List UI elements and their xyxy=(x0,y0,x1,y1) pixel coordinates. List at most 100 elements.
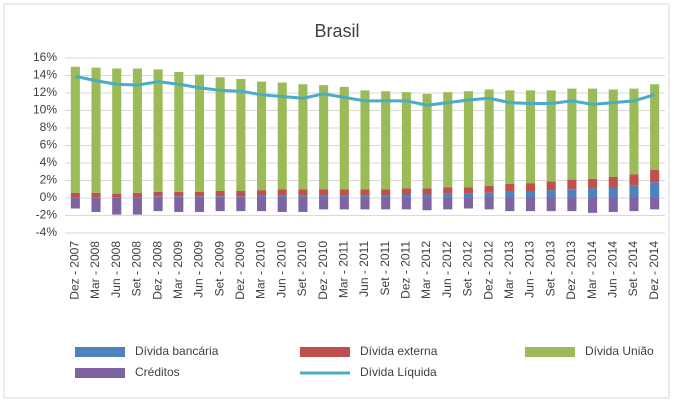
bar xyxy=(298,198,308,212)
legend-label: Créditos xyxy=(135,365,180,379)
bar xyxy=(505,184,515,192)
bar xyxy=(174,72,184,192)
bar xyxy=(567,179,577,190)
x-tick-label: Mar - 2010 xyxy=(254,241,268,299)
bar xyxy=(588,198,598,213)
y-tick-label: 16% xyxy=(33,50,57,64)
bar xyxy=(443,198,453,210)
bar xyxy=(236,196,246,198)
bar xyxy=(546,190,556,198)
bar xyxy=(319,195,329,198)
bar xyxy=(298,84,308,190)
x-tick-label: Set - 2008 xyxy=(130,241,144,297)
bar xyxy=(443,193,453,198)
bar xyxy=(153,69,163,192)
legend-label: Dívida Líquida xyxy=(360,365,437,379)
bar xyxy=(650,198,660,210)
y-tick-label: 0% xyxy=(40,190,58,204)
bar xyxy=(463,193,473,198)
bar xyxy=(215,198,225,212)
bar xyxy=(484,89,494,186)
legend-label: Dívida externa xyxy=(360,344,438,358)
x-tick-label: Jun - 2012 xyxy=(440,241,454,298)
bar xyxy=(91,197,101,198)
bar xyxy=(525,183,536,191)
bar xyxy=(298,195,308,198)
bar xyxy=(112,197,122,198)
bar xyxy=(525,198,536,212)
legend-swatch xyxy=(300,347,350,357)
bar xyxy=(215,77,225,191)
bar xyxy=(629,88,639,175)
y-tick-label: -2% xyxy=(36,208,58,222)
bar xyxy=(360,189,370,196)
legend-label: Dívida União xyxy=(585,344,654,358)
bar xyxy=(505,198,515,212)
legend-swatch xyxy=(75,347,125,357)
bar xyxy=(588,88,598,179)
bar xyxy=(650,182,660,198)
bar xyxy=(339,195,349,198)
bar xyxy=(650,170,660,183)
bar xyxy=(567,88,577,180)
bar xyxy=(277,189,287,196)
bar xyxy=(422,198,432,211)
x-tick-label: Mar - 2011 xyxy=(336,241,350,298)
bar xyxy=(236,191,246,197)
bar xyxy=(401,188,411,195)
bar xyxy=(112,68,122,194)
x-tick-label: Dez - 2011 xyxy=(399,241,413,299)
x-tick-label: Mar - 2012 xyxy=(419,241,433,299)
legend-label: Dívida bancária xyxy=(135,344,219,358)
bar xyxy=(70,66,80,193)
bar xyxy=(91,67,101,193)
y-tick-label: 12% xyxy=(33,85,57,99)
bar xyxy=(608,187,618,198)
bar xyxy=(567,198,577,212)
bar xyxy=(257,195,267,198)
x-tick-label: Mar - 2014 xyxy=(585,241,599,299)
bar xyxy=(422,194,432,198)
bar xyxy=(215,196,225,198)
bar xyxy=(381,189,391,196)
bar xyxy=(91,198,101,212)
bar xyxy=(70,197,80,198)
y-tick-label: 2% xyxy=(40,173,58,187)
bar xyxy=(401,92,411,189)
x-tick-label: Set - 2013 xyxy=(543,241,557,297)
y-tick-label: 8% xyxy=(40,120,58,134)
bar xyxy=(360,198,370,210)
x-tick-label: Mar - 2008 xyxy=(88,241,102,299)
x-tick-label: Jun - 2008 xyxy=(109,241,123,298)
bar xyxy=(257,81,267,191)
bar xyxy=(360,195,370,198)
legend-swatch xyxy=(75,368,125,378)
x-tick-label: Mar - 2013 xyxy=(502,241,516,299)
x-tick-label: Dez - 2010 xyxy=(316,241,330,300)
x-tick-label: Dez - 2014 xyxy=(647,241,661,300)
bar xyxy=(525,90,536,184)
bar xyxy=(319,189,329,196)
bar xyxy=(608,198,618,212)
y-tick-label: 14% xyxy=(33,68,57,82)
bar xyxy=(463,187,473,194)
bar xyxy=(70,198,80,209)
bar xyxy=(174,198,184,212)
bar xyxy=(112,198,122,215)
bar xyxy=(70,192,80,198)
bar xyxy=(463,91,473,188)
bar xyxy=(588,188,598,198)
y-tick-label: 6% xyxy=(40,138,58,152)
x-tick-label: Mar - 2009 xyxy=(171,241,185,299)
bar xyxy=(277,198,287,212)
bar xyxy=(381,91,391,190)
bar xyxy=(546,90,556,182)
bar xyxy=(443,187,453,194)
bar xyxy=(339,189,349,196)
bar xyxy=(236,198,246,212)
x-tick-label: Dez - 2009 xyxy=(233,241,247,300)
x-tick-label: Dez - 2008 xyxy=(150,241,164,300)
bar xyxy=(277,82,287,190)
bar xyxy=(629,198,639,212)
